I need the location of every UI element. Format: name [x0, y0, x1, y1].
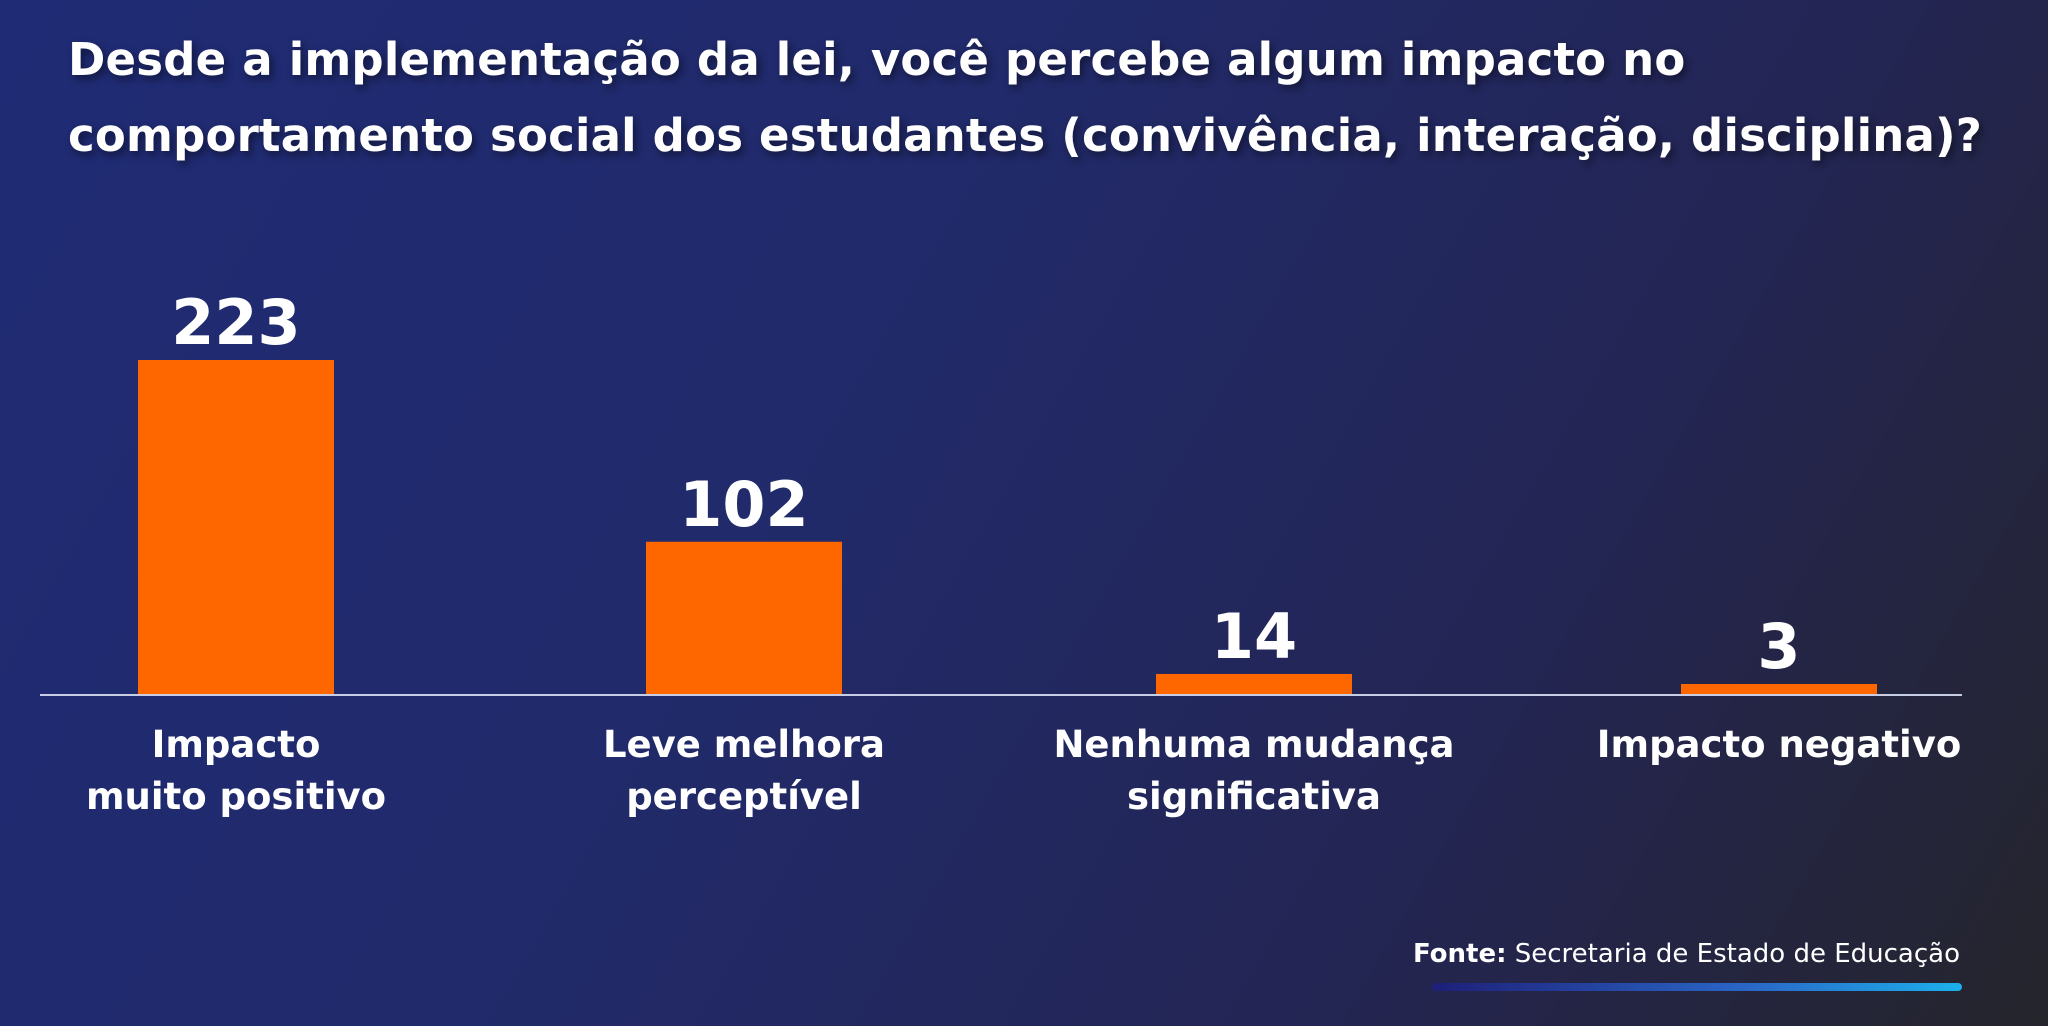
category-label-1-line-1: Impacto: [152, 723, 321, 766]
bar-chart: 223 102 14 3 Impacto muito positivo Leve melh…: [40, 286, 1962, 818]
category-label-2-line-2: perceptível: [626, 775, 862, 818]
category-label-3-line-1: Nenhuma mudança: [1053, 723, 1454, 766]
bar-1: [138, 360, 334, 695]
bar-group: 223 102 14 3: [138, 286, 1877, 695]
source-label: Fonte:: [1412, 939, 1507, 969]
category-label-1-line-2: muito positivo: [86, 775, 386, 818]
value-label-3: 14: [1211, 600, 1297, 673]
source-text: Secretaria de Estado de Educação: [1514, 939, 1960, 969]
value-label-1: 223: [171, 286, 300, 359]
category-label-2-line-1: Leve melhora: [603, 723, 885, 766]
category-label-4-line-1: Impacto negativo: [1597, 723, 1962, 766]
bar-3: [1156, 673, 1352, 695]
value-label-2: 102: [679, 468, 808, 541]
value-label-4: 3: [1757, 610, 1800, 683]
chart-title: Desde a implementação da lei, você perce…: [68, 33, 1983, 162]
category-labels: Impacto muito positivo Leve melhora percept…: [86, 723, 1961, 818]
source-underline: [1432, 983, 1962, 991]
bar-2: [646, 541, 842, 695]
source-credit: Fonte: Secretaria de Estado de Educação: [1413, 936, 1960, 972]
category-label-3-line-2: significativa: [1127, 775, 1381, 818]
bar-4: [1681, 684, 1877, 695]
